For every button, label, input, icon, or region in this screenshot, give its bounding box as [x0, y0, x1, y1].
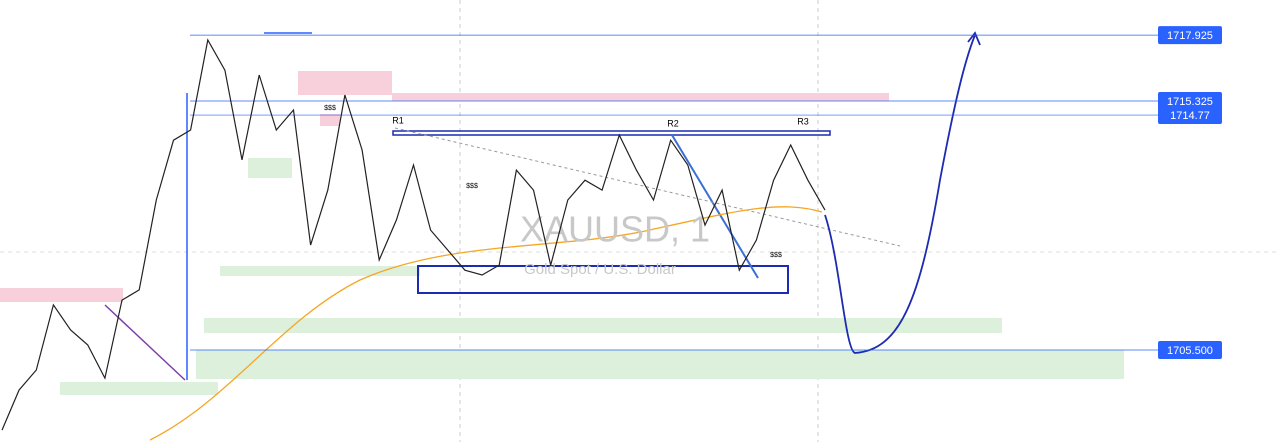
price-label-box: [1158, 341, 1222, 360]
price-label: 1705.500: [1167, 345, 1213, 357]
price-label-box: [1158, 91, 1222, 110]
annotation: R1: [392, 115, 404, 125]
price-label: 1715.325: [1167, 96, 1213, 108]
annotation: $$$: [770, 252, 782, 259]
annotation: $$$: [324, 105, 336, 112]
price-line-series: [1, 38, 826, 431]
annotation: R3: [797, 116, 809, 126]
watermark: XAUUSD, 1: [520, 209, 710, 250]
annotation: R2: [667, 118, 679, 128]
watermark-subtitle: Gold Spot / U.S. Dollar: [524, 261, 676, 278]
price-label: 1717.925: [1167, 30, 1213, 42]
price-label: 1714.77: [1170, 110, 1210, 122]
price-label-box: [1158, 26, 1222, 45]
annotation: $$$: [466, 183, 478, 190]
price-label-box: [1158, 106, 1222, 125]
